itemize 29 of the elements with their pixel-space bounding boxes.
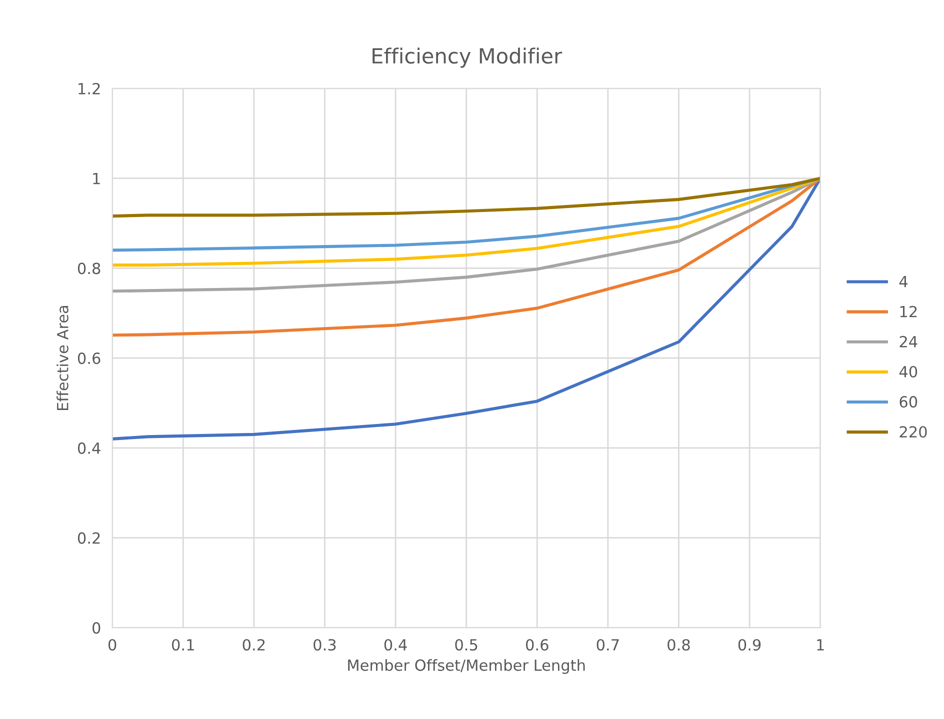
y-tick-label: 0 (92, 622, 100, 634)
x-axis-title: Member Offset/Member Length (348, 659, 585, 674)
x-tick-label: 0.2 (242, 639, 265, 651)
y-tick-label: 0.4 (78, 442, 100, 454)
y-tick-label: 0.2 (78, 532, 100, 544)
legend-label: 40 (899, 366, 918, 378)
legend-label: 4 (899, 276, 908, 288)
legend-label: 12 (900, 306, 917, 318)
x-tick-label: 0.5 (455, 639, 478, 651)
x-tick-label: 0.8 (668, 639, 690, 651)
line-series (112, 176, 820, 440)
y-tick-label: 0.6 (78, 352, 100, 364)
y-tick-label: 1.2 (78, 82, 100, 94)
x-tick-label: 0.1 (172, 639, 194, 651)
y-axis-title: Effective Area (56, 306, 68, 410)
legend-label: 220 (900, 426, 927, 438)
y-tick-label: 1 (93, 172, 100, 184)
y-tick-label: 0.8 (78, 262, 100, 274)
chart-title: Efficiency Modifier (372, 48, 562, 68)
x-tick-label: 1 (817, 639, 824, 650)
x-tick-label: 0.7 (596, 639, 619, 651)
x-tick-label: 0.6 (526, 639, 548, 651)
x-tick-label: 0 (108, 639, 116, 651)
line-series (112, 176, 820, 218)
legend-label: 24 (900, 336, 918, 348)
x-tick-label: 0.3 (314, 639, 336, 651)
x-tick-label: 0.9 (738, 639, 761, 651)
legend-label: 60 (900, 396, 918, 408)
x-tick-label: 0.4 (384, 639, 407, 651)
